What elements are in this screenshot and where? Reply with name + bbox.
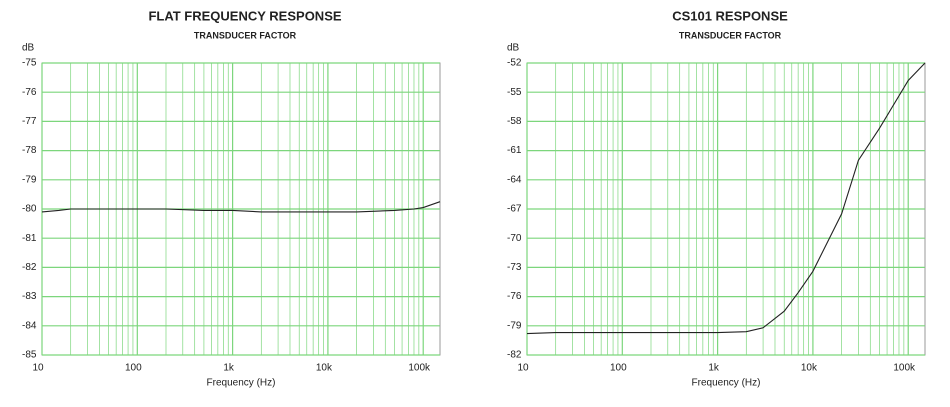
y-tick-label: -78 [22,145,37,156]
chart-title: CS101 RESPONSE [672,8,788,23]
y-tick-label: -73 [507,262,522,273]
y-tick-label: -82 [507,350,522,361]
x-tick-label: 1k [223,363,235,374]
y-tick-label: -84 [22,320,37,331]
y-tick-label: -76 [22,87,37,98]
chart-subtitle: TRANSDUCER FACTOR [679,30,782,40]
x-tick-label: 100k [893,363,916,374]
y-tick-label: -81 [22,233,37,244]
y-tick-label: -67 [507,204,522,215]
x-axis-label: Frequency (Hz) [207,378,276,389]
x-tick-label: 100 [610,363,627,374]
chart-subtitle: TRANSDUCER FACTOR [194,30,297,40]
x-axis-label: Frequency (Hz) [692,378,761,389]
y-tick-label: -75 [22,58,37,69]
y-tick-label: -83 [22,291,37,302]
x-tick-label: 100 [125,363,142,374]
y-axis-label: dB [507,43,520,54]
y-tick-label: -77 [22,116,37,127]
data-line [526,62,926,335]
chart: FLAT FREQUENCY RESPONSE TRANSDUCER FACTOR… [22,8,441,389]
y-tick-label: -64 [507,174,522,185]
y-tick-label: -80 [22,204,37,215]
y-tick-label: -79 [507,320,522,331]
x-tick-label: 10k [316,363,333,374]
y-tick-label: -70 [507,233,522,244]
y-tick-label: -85 [22,350,37,361]
y-tick-label: -79 [22,174,37,185]
y-axis-label: dB [22,43,35,54]
chart: CS101 RESPONSE TRANSDUCER FACTOR dB Frequen… [507,8,926,389]
y-tick-label: -61 [507,145,522,156]
y-tick-label: -76 [507,291,522,302]
y-tick-label: -52 [507,58,522,69]
y-tick-label: -58 [507,116,522,127]
x-tick-label: 10 [517,363,529,374]
y-tick-label: -55 [507,87,522,98]
y-tick-label: -82 [22,262,37,273]
x-tick-label: 100k [408,363,431,374]
data-line [41,201,441,213]
x-tick-label: 10 [32,363,44,374]
chart-title: FLAT FREQUENCY RESPONSE [148,8,341,23]
x-tick-label: 1k [708,363,720,374]
x-tick-label: 10k [801,363,818,374]
